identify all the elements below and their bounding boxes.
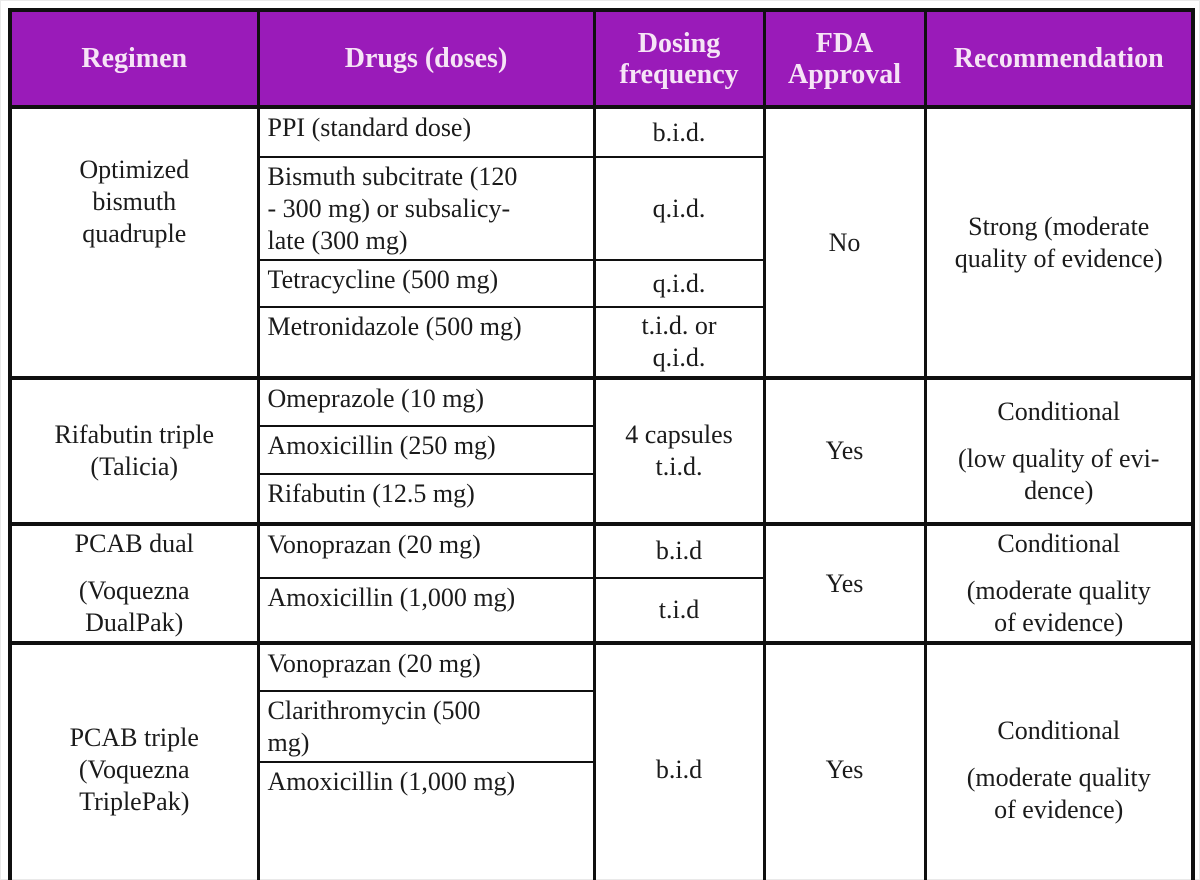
table-row: Amoxicillin (1,000 mg) [10,761,1193,880]
freq-cell: q.i.d. [592,156,766,261]
header-cell-fda-approval: FDA Approval [762,9,927,109]
drug-cell: Omeprazole (10 mg) [256,376,596,427]
recommendation-cell: Conditional (low quality of evi-dence) [923,376,1195,525]
fda-cell: Yes [762,641,927,880]
drug-cell: Amoxicillin (1,000 mg) [256,576,596,645]
drug-cell: PPI (standard dose) [256,105,596,158]
drug-cell: Tetracycline (500 mg) [256,259,596,308]
regimen-cell: Rifabutin triple (Talicia) [8,376,260,525]
freq-cell: b.i.d [592,641,766,880]
header-cell-dosing-frequency: Dosing frequency [592,9,766,109]
header-cell-regimen: Regimen [8,9,260,109]
drug-cell: Clarithromycin (500 mg) [256,690,596,763]
freq-cell: 4 capsules t.i.d. [592,376,766,525]
header-cell-recommendation: Recommendation [923,9,1195,109]
recommendation-cell: Strong (moderate quality of evidence) [923,105,1195,379]
freq-cell: t.i.d [592,576,766,645]
freq-cell: b.i.d. [592,105,766,158]
drug-cell: Vonoprazan (20 mg) [256,641,596,692]
table-row: Clarithromycin (500 mg) [10,690,1193,763]
fda-cell: Yes [762,376,927,525]
regimen-cell: Optimized bismuth quadruple [8,105,260,379]
fda-cell: Yes [762,522,927,644]
drug-cell: Bismuth subcitrate (120- 300 mg) or subs… [256,156,596,261]
table-row: Bismuth subcitrate (120- 300 mg) or subs… [10,156,1193,261]
table-row: Rifabutin (12.5 mg) [10,473,1193,525]
drug-cell: Amoxicillin (250 mg) [256,425,596,475]
regimen-cell: PCAB triple (Voquezna TriplePak) [8,641,260,880]
drug-cell: Vonoprazan (20 mg) [256,522,596,579]
regimen-table: Regimen Drugs (doses) Dosing frequency FD… [8,8,1195,880]
regimen-cell: PCAB dual (Voquezna DualPak) [8,522,260,644]
drug-cell: Amoxicillin (1,000 mg) [256,761,596,880]
recommendation-cell: Conditional (moderate quality of evidence) [923,641,1195,880]
recommendation-cell: Conditional (moderate quality of evidence) [923,522,1195,644]
freq-cell: q.i.d. [592,259,766,308]
table-row: Tetracycline (500 mg) q.i.d. [10,259,1193,308]
fda-cell: No [762,105,927,379]
freq-cell: b.i.d [592,522,766,579]
table-row: Amoxicillin (250 mg) [10,425,1193,475]
table-row: PCAB dual (Voquezna DualPak) Vonoprazan (2… [8,522,1195,644]
drug-cell: Metronidazole (500 mg) [256,306,596,379]
drug-cell: Rifabutin (12.5 mg) [256,473,596,525]
header-cell-drugs: Drugs (doses) [256,9,596,109]
freq-cell: t.i.d. or q.i.d. [592,306,766,379]
table-row: Metronidazole (500 mg) t.i.d. or q.i.d. [10,306,1193,379]
table-row: Rifabutin triple (Talicia) Omeprazole (10… [8,376,1195,525]
table-header: Regimen Drugs (doses) Dosing frequency FD… [8,9,1195,109]
table-row: Optimized bismuth quadruple PPI (standard … [8,105,1195,379]
table-row: Amoxicillin (1,000 mg) t.i.d [10,576,1193,645]
table-row: PCAB triple (Voquezna TriplePak) Vonopraza… [8,641,1195,880]
